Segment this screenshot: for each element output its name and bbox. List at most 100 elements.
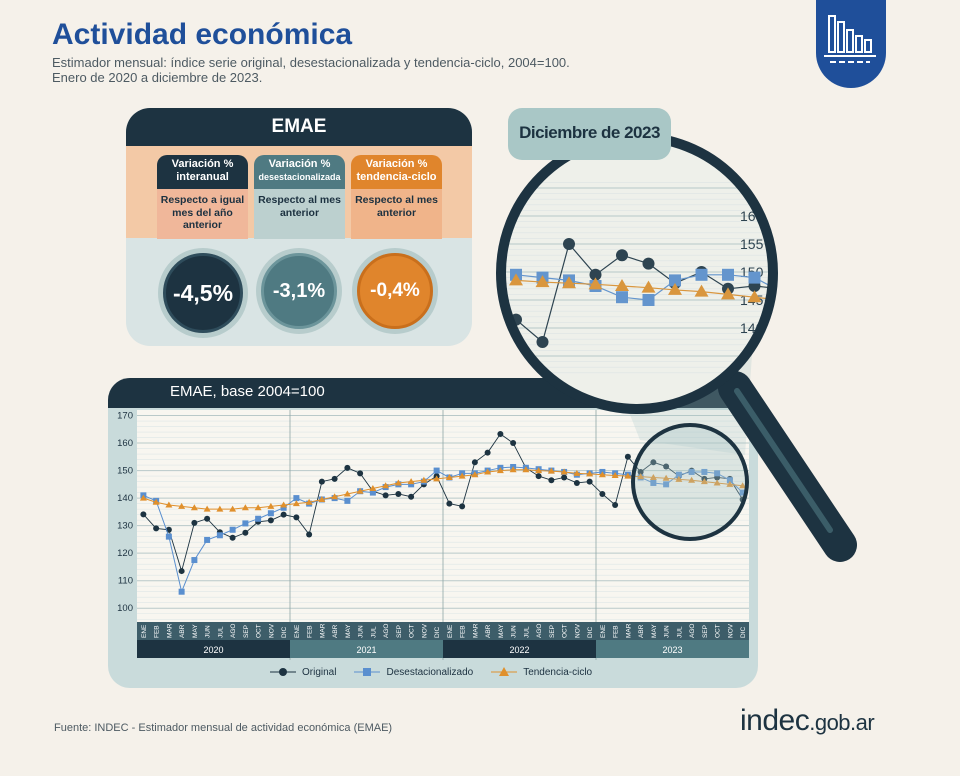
zoom-label: Diciembre de 2023 bbox=[508, 108, 671, 160]
subtitle-line-1: Estimador mensual: índice serie original… bbox=[52, 55, 570, 70]
lens-tick-label: 155 bbox=[740, 236, 764, 252]
tendencia-label-bottom: tendencia-ciclo bbox=[356, 171, 437, 183]
point-original bbox=[612, 501, 619, 508]
small-lens-rim bbox=[631, 423, 749, 541]
point-tendenciaciclo bbox=[547, 467, 555, 474]
point-desestacionalizado bbox=[408, 481, 415, 488]
point-tendenciaciclo bbox=[241, 504, 249, 511]
point-original bbox=[535, 473, 542, 480]
month-label: ABR bbox=[485, 624, 492, 638]
legend-desest-marker bbox=[354, 668, 381, 676]
month-strip bbox=[137, 622, 749, 640]
y-tick-label: 160 bbox=[117, 438, 133, 449]
point-original bbox=[484, 449, 491, 456]
interanual-value: -4,5% bbox=[163, 253, 243, 333]
chart-title: EMAE, base 2004=100 bbox=[170, 383, 325, 400]
lens-point-desestacionalizado bbox=[748, 271, 761, 284]
month-label: DIC bbox=[281, 627, 288, 639]
point-original bbox=[357, 470, 364, 477]
month-label: OCT bbox=[409, 624, 416, 638]
point-tendenciaciclo bbox=[178, 502, 186, 509]
point-tendenciaciclo bbox=[688, 476, 696, 483]
lens-point-tendenciaciclo bbox=[588, 277, 603, 290]
legend-original-marker bbox=[270, 668, 296, 676]
point-desestacionalizado bbox=[663, 481, 670, 488]
legend-tendencia-label: Tendencia-ciclo bbox=[523, 666, 593, 678]
point-original bbox=[204, 515, 211, 522]
month-label: JUN bbox=[511, 625, 518, 638]
point-tendenciaciclo bbox=[586, 470, 594, 477]
point-original bbox=[178, 568, 185, 575]
y-tick-label: 120 bbox=[117, 548, 133, 559]
month-label: ENE bbox=[600, 624, 607, 638]
point-tendenciaciclo bbox=[292, 500, 300, 507]
year-label: 2023 bbox=[662, 645, 682, 655]
point-tendenciaciclo bbox=[611, 472, 619, 479]
brand-tld: .gob.ar bbox=[809, 710, 875, 735]
point-tendenciaciclo bbox=[739, 482, 747, 489]
tendencia-label-top: Variación % bbox=[365, 158, 428, 170]
point-tendenciaciclo bbox=[522, 466, 530, 473]
month-label: JUL bbox=[523, 626, 530, 638]
month-label: JUN bbox=[664, 625, 671, 638]
legend-item-desestacionalizado: Desestacionalizado bbox=[354, 667, 473, 678]
point-desestacionalizado bbox=[739, 489, 746, 496]
point-tendenciaciclo bbox=[458, 472, 466, 479]
point-desestacionalizado bbox=[293, 495, 300, 502]
bar-chart-badge-icon bbox=[816, 0, 886, 88]
point-tendenciaciclo bbox=[509, 466, 517, 473]
point-tendenciaciclo bbox=[484, 468, 492, 475]
lens-point-tendenciaciclo bbox=[721, 287, 735, 300]
lens-point-desestacionalizado bbox=[802, 311, 814, 323]
year-label: 2022 bbox=[509, 645, 529, 655]
lens-point-tendenciaciclo bbox=[562, 276, 576, 289]
tendencia-value: -0,4% bbox=[357, 253, 433, 329]
point-tendenciaciclo bbox=[254, 504, 262, 511]
year-label: 2020 bbox=[203, 645, 223, 655]
month-label: JUL bbox=[217, 626, 224, 638]
point-original bbox=[293, 514, 300, 521]
y-tick-label: 110 bbox=[118, 576, 133, 587]
point-tendenciaciclo bbox=[445, 473, 453, 480]
year-band bbox=[290, 640, 443, 658]
point-original bbox=[318, 478, 325, 485]
lens-point-tendenciaciclo bbox=[535, 275, 550, 288]
source-note: Fuente: INDEC - Estimador mensual de act… bbox=[54, 722, 393, 734]
point-desestacionalizado bbox=[701, 468, 708, 475]
month-label: FEB bbox=[613, 625, 620, 638]
point-tendenciaciclo bbox=[598, 471, 606, 478]
tendencia-desc: Respecto al mes anterior bbox=[351, 189, 442, 239]
month-label: MAR bbox=[472, 623, 479, 638]
lens-point-original bbox=[536, 336, 549, 348]
month-label: ABR bbox=[638, 624, 645, 638]
month-label: JUL bbox=[676, 626, 683, 638]
month-label: SEP bbox=[549, 625, 556, 638]
point-desestacionalizado bbox=[280, 504, 287, 511]
month-label: MAR bbox=[625, 623, 632, 638]
point-desestacionalizado bbox=[229, 526, 236, 533]
point-tendenciaciclo bbox=[165, 501, 173, 508]
point-desestacionalizado bbox=[204, 536, 211, 543]
desestacionalizada-label-top: Variación % bbox=[268, 158, 331, 170]
month-label: NOV bbox=[421, 623, 428, 638]
month-label: FEB bbox=[460, 625, 467, 638]
point-original bbox=[663, 463, 670, 470]
lens-point-original bbox=[642, 257, 655, 270]
point-tendenciaciclo bbox=[713, 479, 721, 486]
point-desestacionalizado bbox=[191, 557, 198, 564]
lens-point-tendenciaciclo bbox=[694, 284, 709, 297]
month-label: AGO bbox=[230, 624, 237, 638]
lens-point-original bbox=[589, 268, 602, 281]
interanual-desc: Respecto a igual mes del año anterior bbox=[157, 189, 248, 239]
point-original bbox=[471, 459, 478, 466]
y-tick-label: 140 bbox=[117, 493, 133, 504]
indec-brand-logo: indec.gob.ar bbox=[740, 704, 875, 738]
month-label: MAY bbox=[651, 624, 658, 638]
point-desestacionalizado bbox=[242, 520, 249, 527]
lens-point-desestacionalizado bbox=[669, 274, 681, 287]
point-original bbox=[229, 534, 236, 541]
point-original bbox=[637, 468, 644, 475]
lens-point-desestacionalizado bbox=[695, 268, 708, 281]
point-desestacionalizado bbox=[714, 470, 721, 477]
y-tick-label: 170 bbox=[117, 411, 133, 422]
